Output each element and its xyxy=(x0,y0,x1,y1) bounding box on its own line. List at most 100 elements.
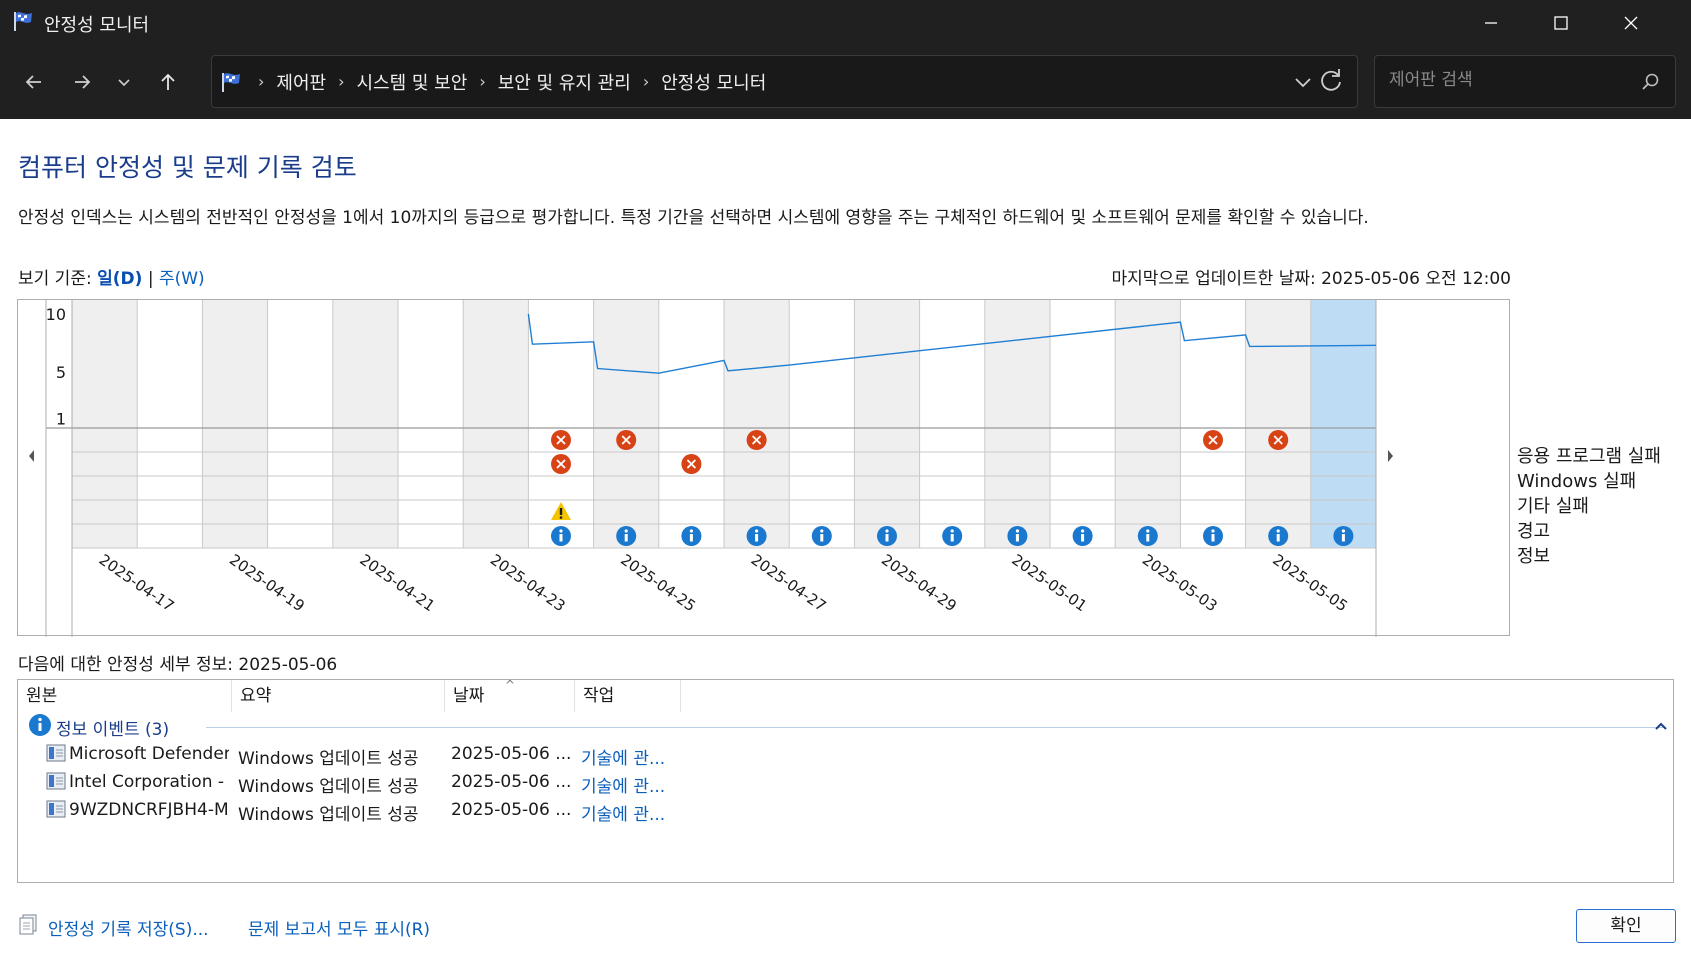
chevron-right-icon[interactable]: › xyxy=(479,72,486,91)
date-tick-label: 2025-05-05 xyxy=(1269,551,1351,616)
error-icon[interactable] xyxy=(616,430,637,450)
scroll-left-icon[interactable] xyxy=(29,450,34,462)
up-button[interactable] xyxy=(150,64,186,100)
day-column[interactable] xyxy=(1180,300,1246,548)
error-icon[interactable] xyxy=(1203,430,1223,450)
flag-icon xyxy=(12,10,36,37)
date-tick-label: 2025-05-03 xyxy=(1139,551,1221,616)
date-tick-label: 2025-04-17 xyxy=(96,551,178,616)
save-reliability-history-link[interactable]: 안정성 기록 저장(S)... xyxy=(48,920,209,940)
forward-button[interactable] xyxy=(64,64,100,100)
breadcrumb-control-panel[interactable]: 제어판 xyxy=(276,72,327,94)
row-label-windows-failure: Windows 실패 xyxy=(1517,471,1637,492)
reliability-chart[interactable]: 10 5 1 2025-04-17 2025-04-19 2025-04-21 2025-0… xyxy=(17,299,1511,637)
info-icon[interactable] xyxy=(877,526,897,546)
close-button[interactable] xyxy=(1596,0,1666,46)
day-column[interactable] xyxy=(724,300,790,548)
day-column[interactable] xyxy=(72,300,138,548)
chevron-right-icon[interactable]: › xyxy=(258,72,265,91)
search-box[interactable] xyxy=(1374,55,1676,108)
table-row[interactable]: 9WZDNCRFJBH4-M... Windows 업데이트 성공 2025-0… xyxy=(18,796,1673,826)
view-by-week-link[interactable]: 주(W) xyxy=(158,269,205,289)
info-icon-stem xyxy=(1146,534,1150,542)
column-header-source[interactable]: 원본 xyxy=(18,680,232,712)
day-column[interactable] xyxy=(1050,300,1116,548)
info-icon[interactable] xyxy=(942,526,963,546)
error-icon[interactable] xyxy=(551,454,571,474)
search-input[interactable] xyxy=(1387,69,1627,91)
info-icon[interactable] xyxy=(616,526,637,546)
collapse-chevron-up-icon[interactable] xyxy=(1654,718,1668,738)
info-icon-dot xyxy=(1276,529,1280,533)
info-icon-stem xyxy=(1211,534,1215,542)
info-events-group[interactable]: 정보 이벤트 (3) xyxy=(26,712,1668,740)
day-column[interactable] xyxy=(789,300,855,548)
back-button[interactable] xyxy=(16,64,52,100)
info-icon-dot xyxy=(1015,529,1020,533)
day-column[interactable] xyxy=(854,300,920,548)
info-icon[interactable] xyxy=(811,526,832,546)
view-technical-details-link[interactable]: 기술에 관... xyxy=(581,805,666,825)
save-document-icon[interactable] xyxy=(19,914,39,941)
info-icon[interactable] xyxy=(1137,526,1158,546)
day-column[interactable] xyxy=(137,300,203,548)
breadcrumb-security-maintenance[interactable]: 보안 및 유지 관리 xyxy=(497,72,631,94)
error-icon-x xyxy=(556,435,566,445)
view-technical-details-link[interactable]: 기술에 관... xyxy=(581,749,666,769)
refresh-button[interactable] xyxy=(1314,64,1348,98)
column-header-date[interactable]: 날짜 ^ xyxy=(445,678,575,712)
info-icon-dot xyxy=(820,529,824,533)
table-row[interactable]: Intel Corporation - ... Windows 업데이트 성공 … xyxy=(18,768,1673,798)
day-column[interactable] xyxy=(919,300,985,548)
error-icon[interactable] xyxy=(746,430,767,450)
ok-button[interactable]: 확인 xyxy=(1576,909,1676,943)
info-icon[interactable] xyxy=(1203,526,1223,546)
error-icon[interactable] xyxy=(1268,430,1289,450)
info-icon[interactable] xyxy=(746,526,767,546)
day-column[interactable] xyxy=(593,300,659,548)
day-column[interactable] xyxy=(658,300,724,548)
day-column[interactable] xyxy=(1310,300,1376,548)
warning-icon[interactable] xyxy=(551,502,571,520)
info-icon[interactable] xyxy=(1268,526,1289,546)
day-column[interactable] xyxy=(202,300,268,548)
day-column[interactable] xyxy=(267,300,333,548)
info-icon-stem xyxy=(950,534,954,542)
error-icon[interactable] xyxy=(681,454,702,474)
error-icon-x xyxy=(621,435,631,445)
error-icon-x xyxy=(556,459,566,469)
recent-locations-button[interactable] xyxy=(106,64,142,100)
info-icon[interactable] xyxy=(551,526,571,546)
chevron-right-icon[interactable]: › xyxy=(338,72,345,91)
view-by-day-link[interactable]: 일(D) xyxy=(97,269,143,289)
day-column[interactable] xyxy=(1245,300,1311,548)
day-column[interactable] xyxy=(984,300,1050,548)
maximize-button[interactable] xyxy=(1526,0,1596,46)
info-icon-stem xyxy=(1015,534,1019,542)
address-dropdown-chevron-icon[interactable] xyxy=(1291,70,1315,94)
info-icon-dot xyxy=(559,529,563,533)
info-icon[interactable] xyxy=(1007,526,1028,546)
day-column[interactable] xyxy=(398,300,464,548)
view-all-problem-reports-link[interactable]: 문제 보고서 모두 표시(R) xyxy=(248,920,431,940)
breadcrumb-reliability-monitor[interactable]: 안정성 모니터 xyxy=(661,72,767,94)
reliability-chart-svg[interactable]: 10 5 1 2025-04-17 2025-04-19 2025-04-21 2025-0… xyxy=(18,300,1511,637)
info-icon[interactable] xyxy=(681,526,702,546)
column-header-action[interactable]: 작업 xyxy=(575,680,681,712)
search-icon[interactable] xyxy=(1641,72,1661,97)
day-column[interactable] xyxy=(463,300,529,548)
event-log-icon xyxy=(46,743,66,768)
day-column[interactable] xyxy=(332,300,398,548)
address-bar[interactable]: › 제어판 › 시스템 및 보안 › 보안 및 유지 관리 › 안정성 모니터 xyxy=(211,55,1358,108)
minimize-button[interactable] xyxy=(1456,0,1526,46)
chevron-right-icon[interactable]: › xyxy=(642,72,650,91)
column-header-summary[interactable]: 요약 xyxy=(232,680,445,712)
error-icon[interactable] xyxy=(551,430,571,450)
breadcrumb-system-security[interactable]: 시스템 및 보안 xyxy=(356,72,468,94)
info-icon[interactable] xyxy=(1333,526,1354,546)
table-row[interactable]: Microsoft Defender... Windows 업데이트 성공 20… xyxy=(18,740,1673,770)
info-icon[interactable] xyxy=(1072,526,1093,546)
view-technical-details-link[interactable]: 기술에 관... xyxy=(581,777,666,797)
day-column[interactable] xyxy=(1115,300,1181,548)
scroll-right-icon[interactable] xyxy=(1388,450,1393,462)
